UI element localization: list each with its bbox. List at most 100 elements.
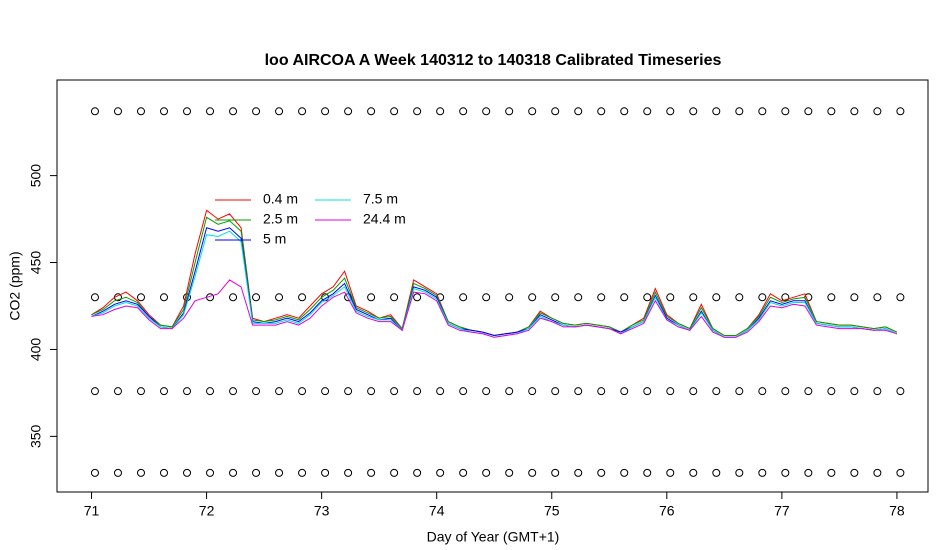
marker — [160, 293, 169, 302]
x-tick-label: 76 — [659, 503, 675, 519]
marker — [528, 107, 537, 116]
marker — [136, 107, 145, 116]
marker — [459, 468, 468, 477]
marker — [620, 387, 629, 396]
x-tick-label: 77 — [774, 503, 790, 519]
marker — [643, 107, 652, 116]
marker — [896, 293, 905, 302]
marker — [436, 468, 445, 477]
marker — [551, 107, 560, 116]
marker — [459, 293, 468, 302]
marker — [758, 468, 767, 477]
x-tick-label: 72 — [199, 503, 215, 519]
marker — [735, 107, 744, 116]
x-tick-label: 73 — [314, 503, 330, 519]
marker — [344, 107, 353, 116]
marker — [482, 107, 491, 116]
x-tick-label: 75 — [544, 503, 560, 519]
marker — [298, 107, 307, 116]
marker — [666, 107, 675, 116]
marker — [620, 293, 629, 302]
marker — [390, 468, 399, 477]
marker — [712, 293, 721, 302]
marker — [390, 107, 399, 116]
marker — [413, 293, 422, 302]
marker — [229, 387, 238, 396]
marker — [298, 468, 307, 477]
marker — [413, 468, 422, 477]
marker — [620, 468, 629, 477]
marker — [321, 468, 330, 477]
marker — [160, 387, 169, 396]
marker — [804, 387, 813, 396]
legend-label: 2.5 m — [263, 211, 298, 227]
marker — [252, 387, 261, 396]
marker — [827, 293, 836, 302]
marker — [873, 107, 882, 116]
marker — [229, 293, 238, 302]
marker — [275, 468, 284, 477]
y-tick-label: 400 — [28, 338, 44, 362]
marker — [804, 107, 813, 116]
marker — [574, 468, 583, 477]
marker — [781, 107, 790, 116]
marker — [436, 387, 445, 396]
marker — [275, 293, 284, 302]
marker — [436, 107, 445, 116]
marker — [459, 387, 468, 396]
marker — [183, 387, 192, 396]
marker — [113, 107, 122, 116]
marker — [160, 468, 169, 477]
marker — [827, 468, 836, 477]
marker — [827, 387, 836, 396]
marker — [482, 387, 491, 396]
marker — [781, 293, 790, 302]
marker — [758, 387, 767, 396]
marker — [850, 468, 859, 477]
marker — [113, 468, 122, 477]
marker — [367, 468, 376, 477]
marker — [206, 387, 215, 396]
marker — [344, 387, 353, 396]
marker — [873, 387, 882, 396]
marker — [574, 293, 583, 302]
marker — [252, 107, 261, 116]
marker — [344, 468, 353, 477]
marker — [206, 107, 215, 116]
series-line — [91, 279, 898, 338]
x-tick-label: 74 — [429, 503, 445, 519]
marker — [666, 387, 675, 396]
marker — [90, 293, 99, 302]
series-line — [91, 216, 898, 337]
marker — [712, 387, 721, 396]
marker — [896, 468, 905, 477]
legend-label: 24.4 m — [363, 211, 406, 227]
marker — [597, 468, 606, 477]
marker — [551, 293, 560, 302]
legend-label: 0.4 m — [263, 191, 298, 207]
marker — [90, 107, 99, 116]
y-tick-label: 350 — [28, 424, 44, 448]
marker — [873, 293, 882, 302]
marker — [528, 468, 537, 477]
marker — [850, 293, 859, 302]
marker — [505, 468, 514, 477]
marker — [781, 468, 790, 477]
marker — [643, 387, 652, 396]
marker — [505, 107, 514, 116]
marker — [689, 387, 698, 396]
x-tick-label: 71 — [84, 503, 100, 519]
marker — [136, 293, 145, 302]
marker — [528, 387, 537, 396]
marker — [229, 468, 238, 477]
marker — [574, 107, 583, 116]
marker — [390, 387, 399, 396]
marker — [482, 293, 491, 302]
marker — [482, 468, 491, 477]
legend-label: 7.5 m — [363, 191, 398, 207]
marker — [758, 293, 767, 302]
marker — [367, 387, 376, 396]
marker — [643, 293, 652, 302]
x-tick-label: 78 — [889, 503, 905, 519]
